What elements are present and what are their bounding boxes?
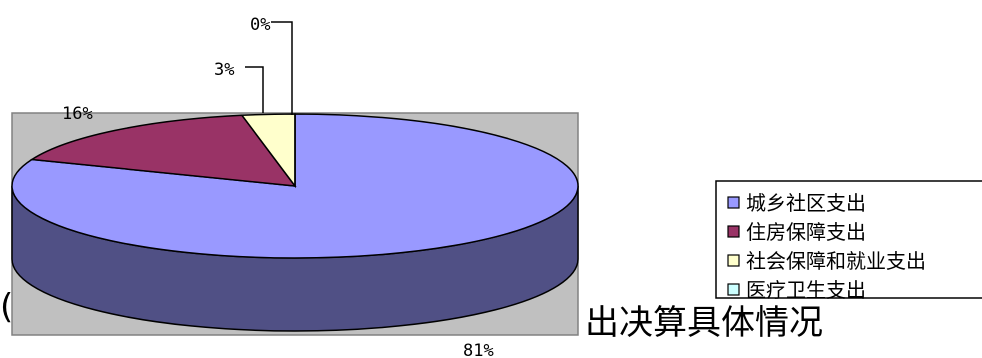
background-text-right: 出决算具体情况: [585, 303, 823, 343]
data-label-2: 3%: [214, 60, 234, 80]
legend-swatch-3: [727, 283, 740, 296]
legend-swatch-2: [727, 254, 740, 267]
legend-label-3: 医疗卫生支出: [746, 278, 866, 302]
legend-label-1: 住房保障支出: [746, 220, 866, 244]
leader-line-3: [271, 21, 293, 115]
legend-box: [715, 180, 982, 299]
data-label-1: 16%: [62, 104, 93, 124]
legend-swatch-0: [727, 196, 740, 209]
data-label-0: 81%: [463, 341, 494, 358]
legend-label-0: 城乡社区支出: [746, 191, 866, 215]
leader-line-2: [245, 66, 264, 113]
background-text-left: (: [0, 287, 13, 327]
pie-body: [11, 113, 579, 332]
legend-swatch-1: [727, 225, 740, 238]
pie-slice-1: [29, 114, 297, 187]
legend-label-2: 社会保障和就业支出: [746, 249, 926, 273]
data-label-3: 0%: [250, 15, 270, 35]
data-labels: 81% 16% 3% 0%: [62, 15, 494, 358]
